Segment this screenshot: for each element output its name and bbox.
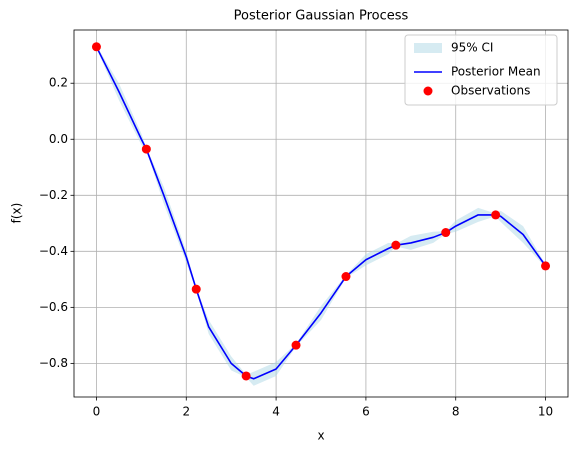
legend-label: 95% CI (451, 41, 493, 55)
y-tick-label: −0.6 (39, 300, 68, 314)
legend-label: Observations (451, 84, 530, 98)
observation-point (491, 210, 501, 220)
x-tick-label: 4 (272, 405, 280, 419)
observation-point (291, 340, 301, 350)
y-tick-label: 0.2 (49, 76, 68, 90)
observation-point (541, 261, 551, 271)
legend-label: Posterior Mean (451, 65, 541, 79)
x-axis-label: x (317, 429, 324, 443)
observation-point (441, 228, 451, 238)
ci-band (96, 45, 546, 386)
chart-title: Posterior Gaussian Process (234, 9, 409, 24)
x-tick-label: 10 (538, 405, 553, 419)
observation-point (141, 144, 151, 154)
legend-swatch (414, 43, 442, 53)
y-tick-label: −0.2 (39, 188, 68, 202)
x-tick-label: 0 (93, 405, 101, 419)
mean-line (95, 46, 547, 380)
observation-point (191, 284, 201, 294)
x-tick-label: 8 (452, 405, 460, 419)
observation-point (391, 240, 401, 250)
y-tick-label: −0.8 (39, 356, 68, 370)
legend-swatch (423, 86, 433, 96)
observation-point (241, 371, 251, 381)
legend-box (404, 34, 558, 106)
observation-point (91, 42, 101, 52)
x-tick-label: 6 (362, 405, 370, 419)
y-axis-label: f(x) (10, 203, 24, 224)
observation-point (341, 272, 351, 282)
y-tick-label: 0.0 (49, 132, 68, 146)
axes-frame (73, 29, 569, 398)
x-tick-label: 2 (182, 405, 190, 419)
y-tick-label: −0.4 (39, 244, 68, 258)
